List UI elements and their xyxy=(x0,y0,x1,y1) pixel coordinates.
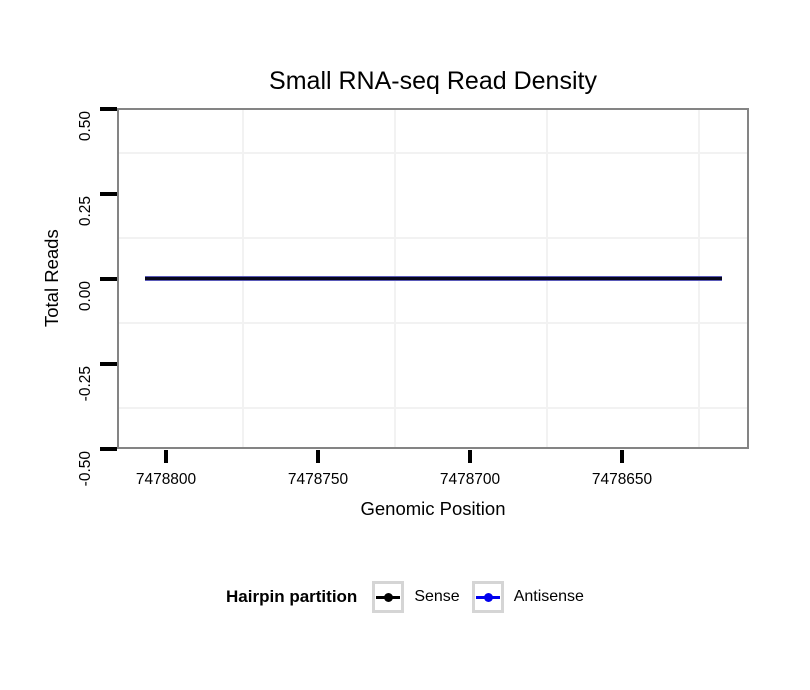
y-tick-mark xyxy=(100,277,117,281)
x-tick-label: 7478800 xyxy=(135,471,197,488)
x-tick-label: 7478750 xyxy=(287,471,349,488)
x-tick-mark xyxy=(620,450,624,463)
legend-label-sense: Sense xyxy=(414,588,460,605)
sense-series-line xyxy=(145,277,722,280)
y-tick-label: 0.25 xyxy=(77,196,94,227)
chart-title: Small RNA-seq Read Density xyxy=(269,67,597,95)
y-tick-label: 0.00 xyxy=(77,281,94,312)
x-tick-label: 7478650 xyxy=(591,471,653,488)
legend-title: Hairpin partition xyxy=(226,587,358,606)
x-tick-mark xyxy=(316,450,320,463)
y-tick-mark xyxy=(100,447,117,451)
legend-key-sense xyxy=(372,581,405,613)
y-tick-mark xyxy=(100,362,117,366)
y-tick-mark xyxy=(100,107,117,111)
antisense-point-icon xyxy=(483,593,493,602)
x-tick-mark xyxy=(468,450,472,463)
minor-gridline-horizontal xyxy=(119,237,747,239)
x-tick-label: 7478700 xyxy=(439,471,501,488)
plot-panel xyxy=(117,108,749,449)
x-tick-mark xyxy=(164,450,168,463)
y-tick-label: -0.50 xyxy=(77,451,94,487)
legend: Hairpin partition Sense Antisense xyxy=(0,579,810,615)
sense-point-icon xyxy=(384,593,394,602)
minor-gridline-horizontal xyxy=(119,152,747,154)
y-tick-mark xyxy=(100,192,117,196)
legend-key-antisense xyxy=(471,581,504,613)
legend-label-antisense: Antisense xyxy=(513,588,584,605)
y-axis-title: Total Reads xyxy=(41,229,62,327)
minor-gridline-horizontal xyxy=(119,407,747,409)
y-tick-label: 0.50 xyxy=(77,111,94,142)
x-axis-title: Genomic Position xyxy=(360,498,506,519)
y-tick-label: -0.25 xyxy=(77,366,94,402)
minor-gridline-horizontal xyxy=(119,322,747,324)
antisense-series-line xyxy=(145,276,722,281)
